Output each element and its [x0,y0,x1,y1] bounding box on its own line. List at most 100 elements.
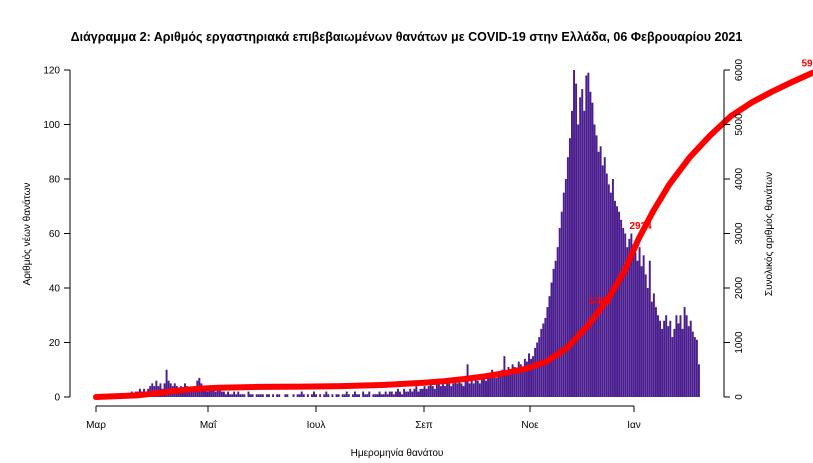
bar [325,391,328,397]
bar [482,375,485,397]
bar [472,383,475,398]
bar [534,347,537,397]
bar [390,391,393,397]
bar [241,394,244,397]
bar [566,157,569,397]
x-tick-label: Ιουλ [307,420,326,431]
bar [503,356,506,398]
bar [388,391,391,397]
bar [364,394,367,397]
bar [476,380,479,397]
bar [319,394,322,397]
bar [589,91,592,398]
bar [419,388,422,397]
bar [306,394,309,397]
bar [165,369,168,397]
bar [669,320,672,397]
y-tick-label-right: 5000 [734,113,745,136]
bar [421,388,424,397]
bar [562,192,565,398]
bar [405,391,408,397]
x-axis-title: Ημερομηνία θανάτου [351,447,444,459]
bar [403,388,406,397]
bar [468,383,471,398]
bar [616,206,618,397]
y-tick-label-left: 100 [43,120,60,131]
axes-layer: 0 20 40 60 80 100 120 0 1000 2000 3000 4000 5000 6000… [21,58,775,459]
bar [374,394,377,397]
bar [257,394,260,397]
bar [261,394,264,397]
bar [618,211,621,397]
bar [693,337,696,397]
y-axis-title-left: Αριθμός νέων θανάτων [21,183,33,286]
bar [190,391,193,397]
bar [501,369,504,397]
bar [657,315,659,397]
bar [528,353,530,397]
bar [593,124,596,397]
chart-title: Διάγραμμα 2: Αριθμός εργαστηριακά επιβεβ… [70,30,743,44]
bar [407,391,410,397]
bar [485,380,487,397]
bar [505,372,508,397]
bar [554,260,557,397]
bar [431,386,434,397]
y-tick-label-left: 60 [49,229,61,240]
bar [218,388,221,397]
bar [489,375,492,397]
bar [581,89,584,397]
bar [427,386,430,397]
bar [378,391,381,397]
bar [546,307,549,397]
bar [652,293,655,397]
bars-layer [122,70,700,398]
bar [300,391,303,397]
bar [689,320,692,397]
bar [315,394,318,397]
bar [525,361,528,397]
bar [587,72,590,397]
bar [671,337,674,397]
bar [583,110,586,398]
bar [327,394,330,397]
bar [337,394,340,397]
bar [444,386,447,397]
bar [239,394,242,397]
bar [648,260,651,397]
bar [247,391,250,397]
bar [202,388,205,397]
bar [267,394,270,397]
bar [521,367,524,397]
bar [599,146,602,397]
bar [446,383,449,398]
bar [556,247,559,398]
bar [362,391,365,397]
bar [644,274,647,398]
x-tick-label: Μαΐ [200,419,217,431]
bar [480,377,483,397]
y-tick-label-right: 4000 [734,167,745,190]
bar [331,394,334,397]
bar [356,394,358,397]
bar [276,394,279,397]
bar [392,394,395,397]
bar [491,369,494,397]
bar [603,157,606,397]
bar [335,394,338,397]
bar [564,179,567,397]
bar [474,377,477,397]
bar [456,383,459,398]
bar [433,388,436,397]
bar [536,342,539,397]
bar [204,388,207,397]
bar [695,339,698,397]
bar [243,394,246,397]
bar [597,151,600,397]
bar [368,391,371,397]
bar [464,380,467,397]
bar [249,394,252,397]
bar [632,244,635,397]
bar [636,260,639,397]
